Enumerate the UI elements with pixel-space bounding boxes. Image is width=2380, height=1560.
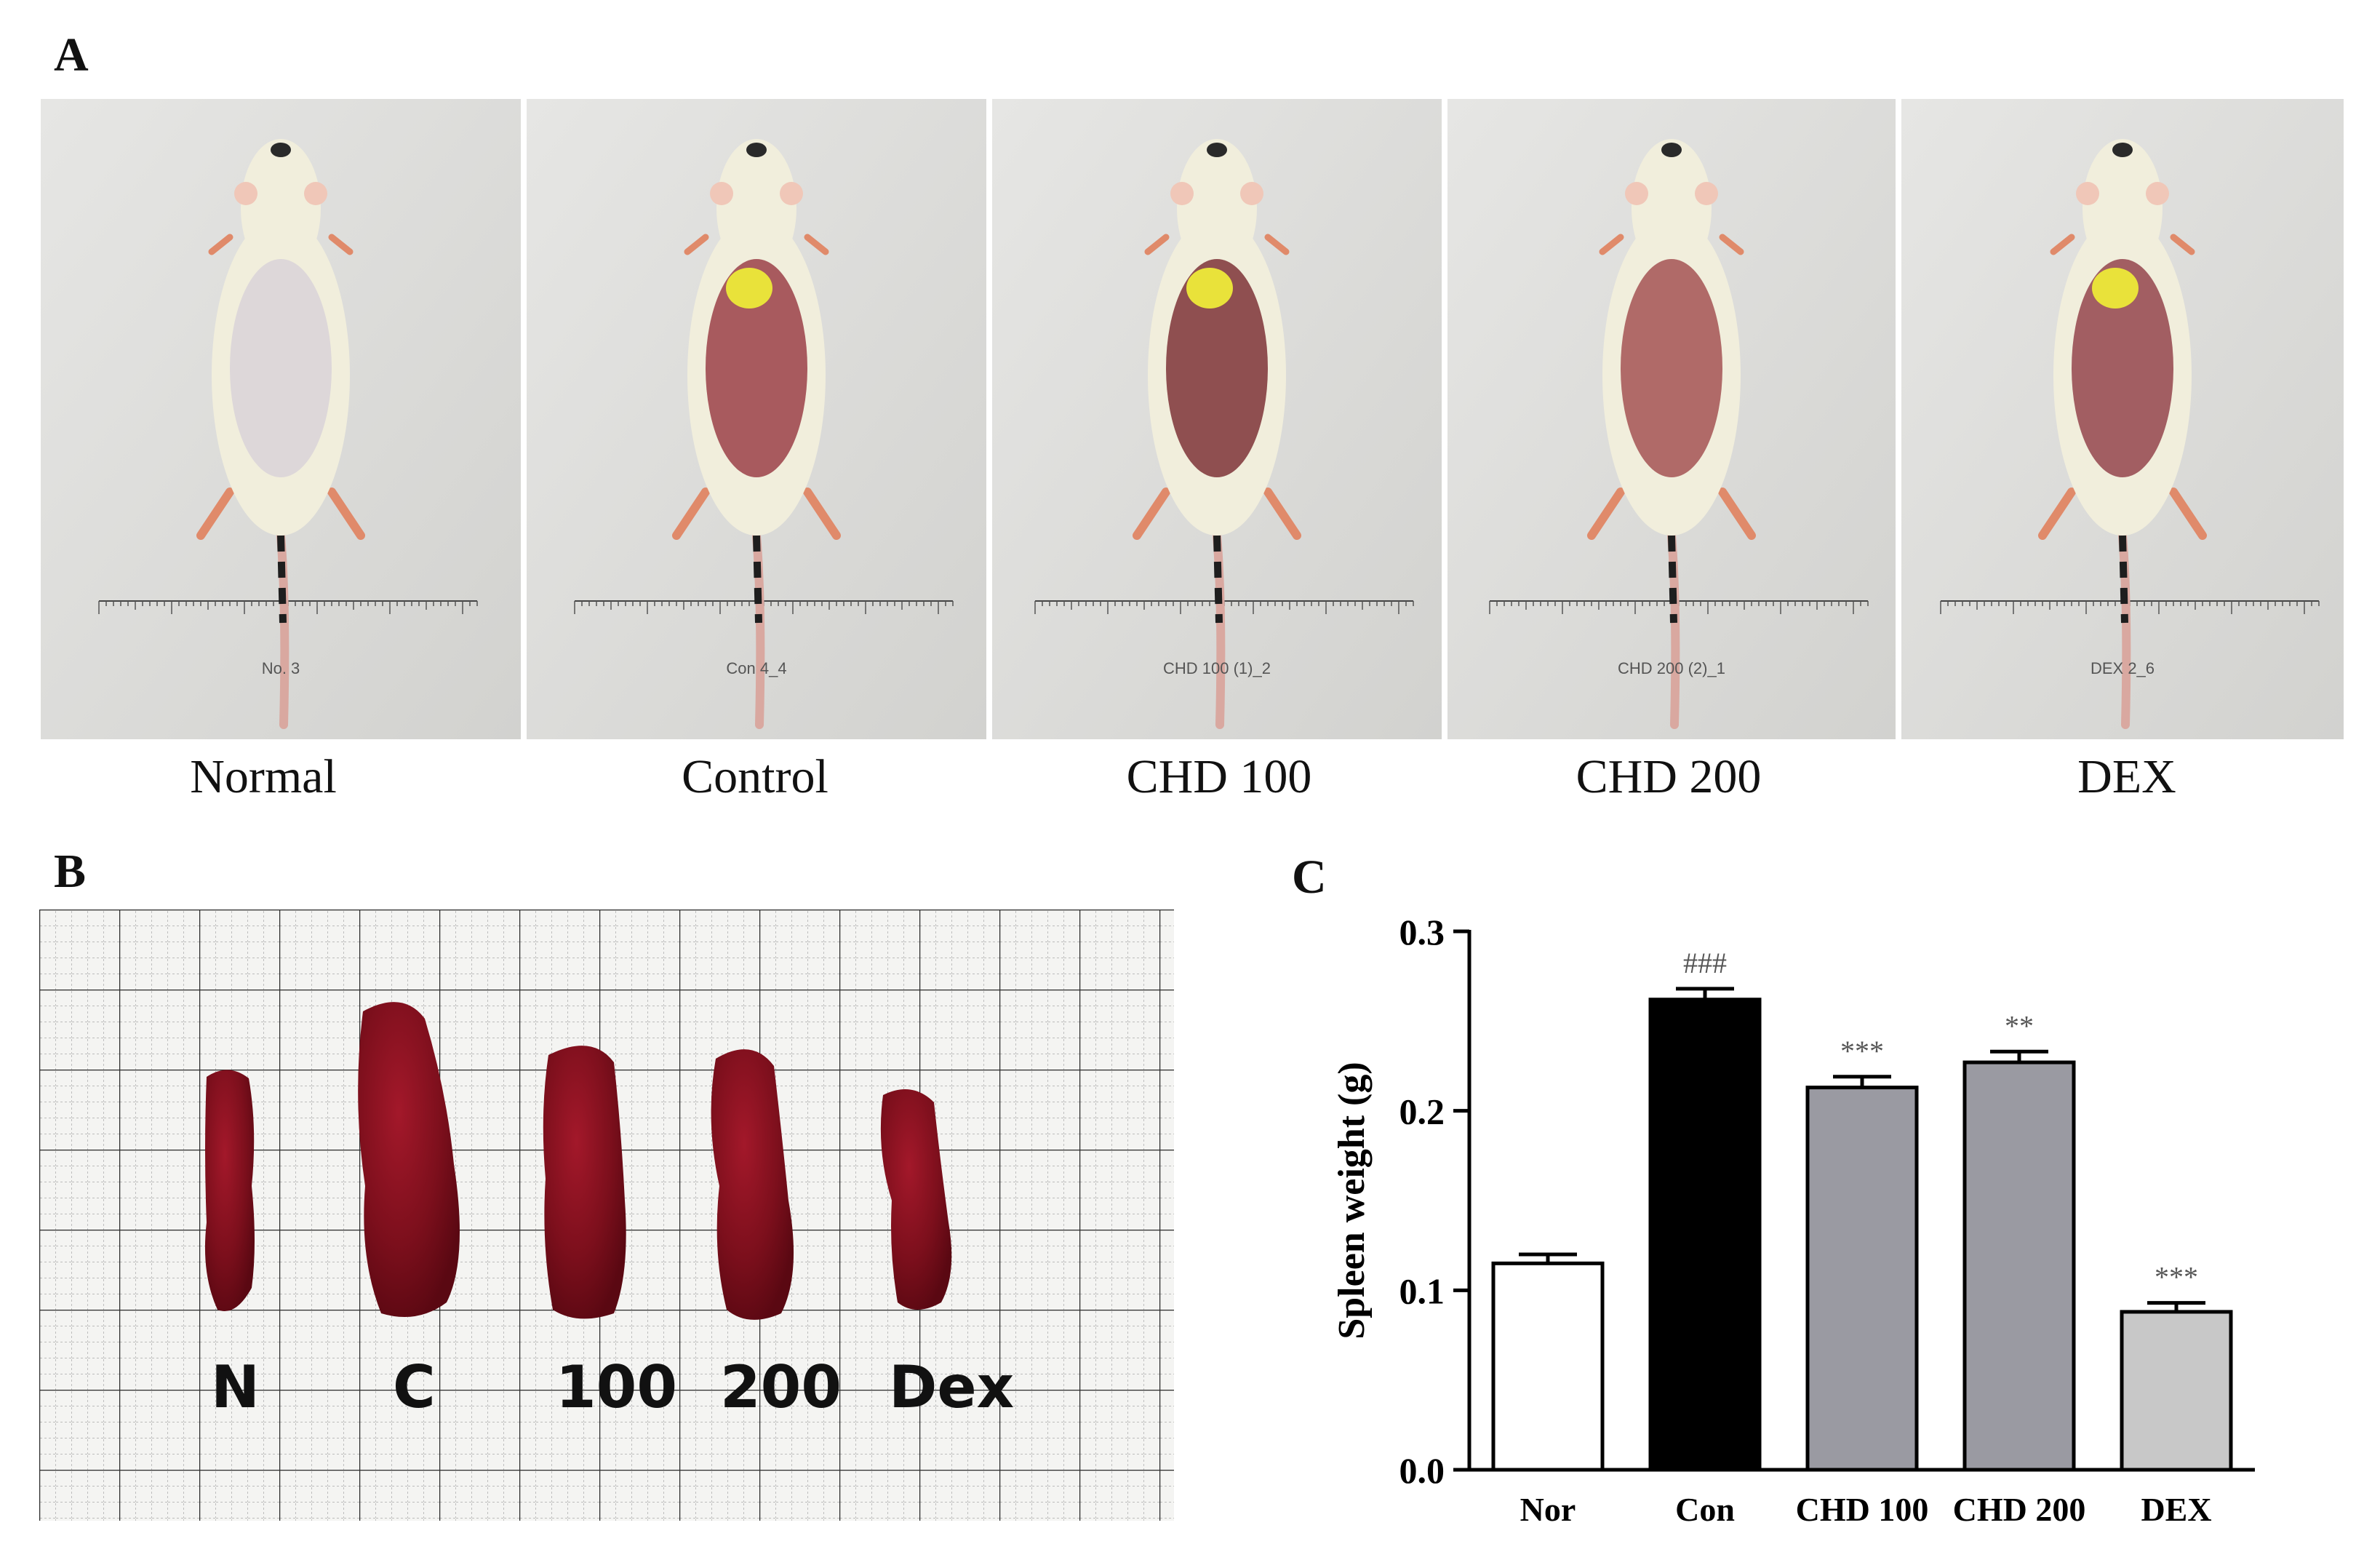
mouse-photo-5: DEX 2_6 <box>1901 99 2344 739</box>
y-tick-label: 0.3 <box>1399 912 1445 952</box>
spleen-label: 200 <box>720 1353 842 1421</box>
ruler-tag: CHD 100 (1)_2 <box>1163 659 1271 677</box>
spleen-label: 100 <box>556 1353 677 1421</box>
spleen-c <box>358 1002 460 1317</box>
bar <box>1805 1086 1919 1472</box>
spleen-n <box>204 1070 255 1311</box>
mouse-caption: Normal <box>190 750 337 803</box>
mouse-photo-4: CHD 200 (2)_1 <box>1447 99 1896 739</box>
significance-label: *** <box>2155 1261 2198 1294</box>
spleen-200 <box>711 1049 794 1320</box>
spleen-100 <box>543 1046 626 1319</box>
ruler-tag: Con 4_4 <box>726 659 787 677</box>
bar <box>1962 1060 2076 1472</box>
significance-label: ### <box>1683 947 1727 979</box>
bar <box>2120 1310 2233 1472</box>
panel-label-a: A <box>54 28 89 81</box>
y-axis-label: Spleen weight (g) <box>1331 1062 1373 1339</box>
mouse-photo-3: CHD 100 (1)_2 <box>992 99 1442 739</box>
x-tick-label: DEX <box>2141 1491 2211 1528</box>
x-tick-label: CHD 200 <box>1953 1491 2086 1528</box>
ruler-tag: DEX 2_6 <box>2090 659 2155 677</box>
spleen-label: Dex <box>889 1353 1015 1421</box>
panel-label-c: C <box>1292 851 1327 904</box>
x-tick-label: Con <box>1675 1491 1735 1528</box>
bar <box>1491 1261 1605 1472</box>
significance-label: *** <box>1840 1035 1884 1067</box>
spleen-weight-chart: 0.0 0.1 0.2 0.3 Spleen weight (g) Nor ### Con **… <box>1331 912 2255 1528</box>
mouse-photo-1: No. 3 <box>41 99 521 739</box>
bar <box>1648 998 1762 1472</box>
mouse-caption: CHD 200 <box>1576 750 1762 803</box>
ruler-tag: CHD 200 (2)_1 <box>1618 659 1725 677</box>
mouse-photo-2: Con 4_4 <box>527 99 986 739</box>
mouse-caption: CHD 100 <box>1126 750 1312 803</box>
spleen-label: N <box>211 1353 260 1421</box>
y-tick-label: 0.0 <box>1399 1450 1445 1491</box>
y-tick-label: 0.2 <box>1399 1091 1445 1132</box>
mouse-caption: Control <box>682 750 828 803</box>
spleen-dex <box>880 1089 952 1310</box>
ruler-tag: No. 3 <box>261 659 300 677</box>
x-tick-label: Nor <box>1520 1491 1576 1528</box>
spleen-label: C <box>393 1353 436 1421</box>
y-tick-label: 0.1 <box>1399 1270 1445 1311</box>
x-tick-label: CHD 100 <box>1796 1491 1929 1528</box>
mouse-caption: DEX <box>2077 750 2176 803</box>
panel-label-b: B <box>54 845 87 898</box>
grid-paper-with-spleens <box>39 910 1174 1521</box>
spleen-photo <box>39 910 1174 1521</box>
significance-label: ** <box>2005 1009 2034 1042</box>
